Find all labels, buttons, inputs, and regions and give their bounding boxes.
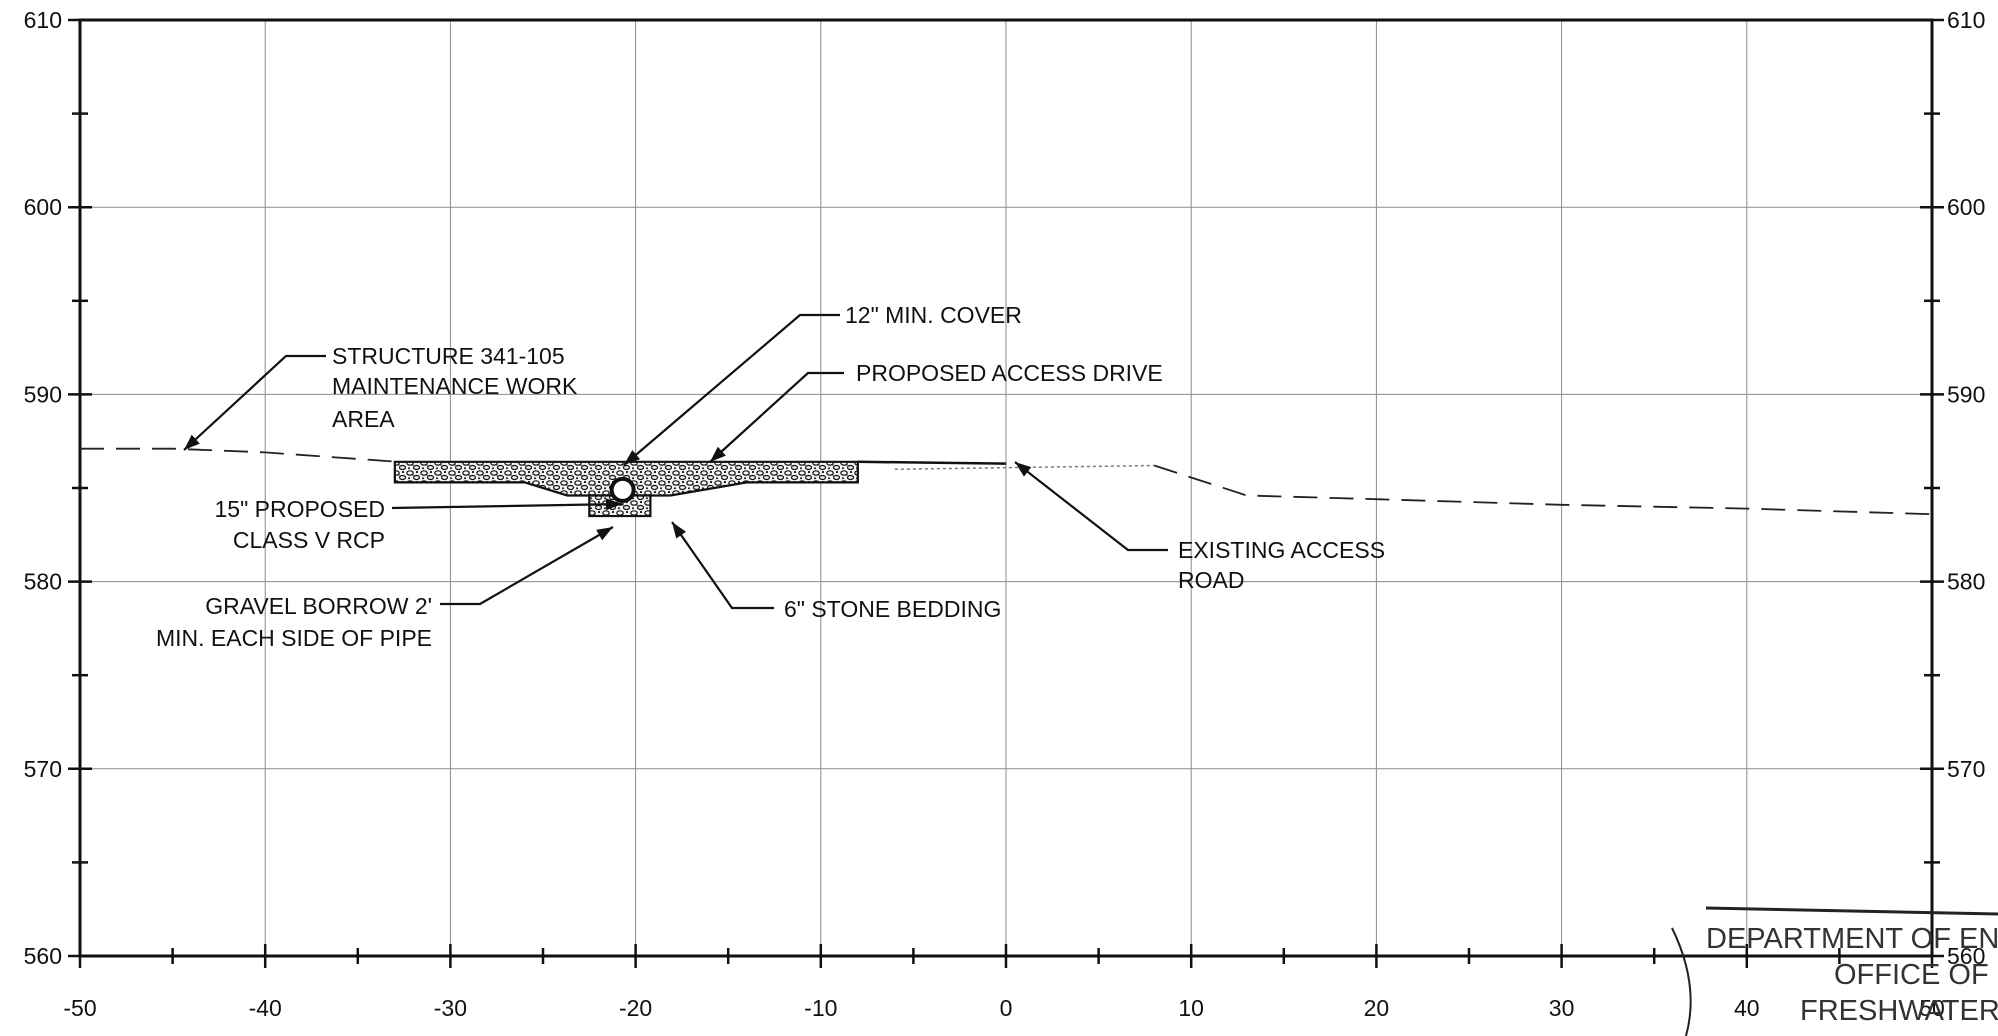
y-tick-label-left: 570 (24, 756, 62, 782)
axis-ticks (68, 18, 1944, 968)
leader-gravel (440, 526, 614, 606)
x-tick-label: 0 (1000, 995, 1013, 1021)
note-structure-line-1: STRUCTURE 341-105 (332, 343, 565, 369)
annotation-notes: STRUCTURE 341-105 MAINTENANCE WORK AREA … (156, 302, 1385, 651)
x-tick-label: -20 (619, 995, 652, 1021)
x-tick-label: -10 (804, 995, 837, 1021)
annotation-leaders (183, 313, 1168, 610)
note-pipe-line-2: CLASS V RCP (233, 527, 385, 553)
stamp-line-2: OFFICE OF (1834, 959, 1989, 991)
rcp-pipe (609, 476, 636, 503)
note-existing-road-line-2: ROAD (1178, 567, 1244, 593)
y-tick-label-left: 600 (24, 194, 62, 220)
x-tick-label: 20 (1364, 995, 1390, 1021)
x-tick-label: 50 (1919, 995, 1945, 1021)
x-tick-label: 10 (1178, 995, 1204, 1021)
y-tick-label-right: 610 (1947, 7, 1985, 33)
note-structure-line-3: AREA (332, 406, 395, 432)
leader-pipe-arrowhead (605, 498, 622, 511)
leader-pipe (391, 502, 623, 510)
y-tick-label-left: 560 (24, 943, 62, 969)
leader-stone-bedding-arrowhead (672, 522, 687, 539)
y-tick-label-left: 610 (24, 7, 62, 33)
leader-structure (183, 354, 326, 451)
x-tick-label: -50 (63, 995, 96, 1021)
x-tick-label: -30 (434, 995, 467, 1021)
stamp-line-3: FRESHWATER (1800, 995, 1998, 1027)
existing-ground-line (80, 447, 1933, 516)
stamp-line-1: DEPARTMENT OF EN (1706, 923, 1998, 955)
leader-stone-bedding (671, 521, 774, 610)
note-gravel-line-2: MIN. EACH SIDE OF PIPE (156, 625, 432, 651)
grid-lines (80, 20, 1932, 956)
leader-proposed-drive (709, 371, 844, 463)
leader-min-cover-arrowhead (624, 450, 641, 465)
note-min-cover: 12" MIN. COVER (845, 302, 1022, 328)
x-tick-label: -40 (249, 995, 282, 1021)
x-tick-label: 30 (1549, 995, 1575, 1021)
note-proposed-drive: PROPOSED ACCESS DRIVE (856, 360, 1163, 386)
note-existing-road-line-1: EXISTING ACCESS (1178, 537, 1385, 563)
y-tick-label-left: 580 (24, 569, 62, 595)
x-tick-label: 40 (1734, 995, 1760, 1021)
leader-gravel-arrowhead (596, 527, 613, 541)
road-surface-line (857, 460, 1007, 465)
y-tick-label-right: 600 (1947, 194, 1985, 220)
existing-road-surface (894, 464, 1155, 471)
note-gravel-line-1: GRAVEL BORROW 2' (205, 593, 432, 619)
y-tick-label-right: 580 (1947, 569, 1985, 595)
leader-min-cover (623, 313, 840, 466)
y-tick-label-right: 590 (1947, 381, 1985, 407)
note-pipe-line-1: 15" PROPOSED (214, 496, 385, 522)
leader-structure-arrowhead (184, 434, 200, 450)
y-tick-label-left: 590 (24, 381, 62, 407)
leader-existing-road (1014, 461, 1168, 552)
department-stamp: DEPARTMENT OF EN OFFICE OF FRESHWATER (1671, 906, 1998, 1036)
note-stone-bedding: 6" STONE BEDDING (784, 596, 1001, 622)
y-tick-label-right: 560 (1947, 943, 1985, 969)
leader-existing-road-arrowhead (1015, 462, 1032, 477)
y-tick-label-right: 570 (1947, 756, 1985, 782)
leader-proposed-drive-arrowhead (710, 446, 726, 462)
note-structure-line-2: MAINTENANCE WORK (332, 373, 578, 399)
